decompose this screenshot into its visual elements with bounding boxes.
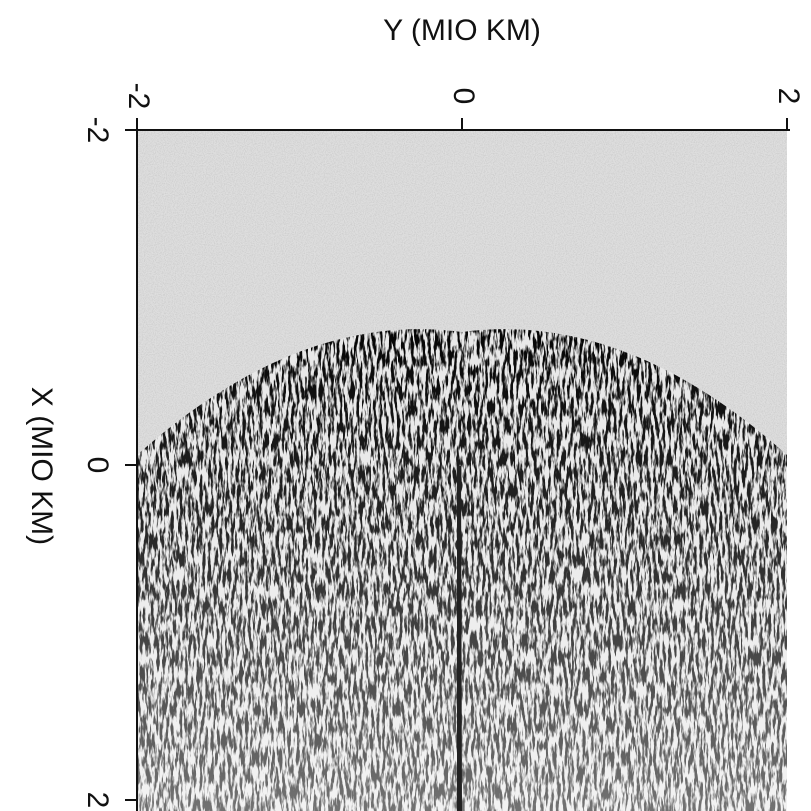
top-axis-title: Y (MIO KM) [383,14,541,47]
x-tick-label: -2 [122,83,155,110]
x-tick-label: 2 [772,88,805,105]
left-axis-title: X (MIO KM) [25,387,58,545]
x-tick-label: 0 [447,88,480,105]
y-tick-label: 2 [81,792,114,809]
image-plot [137,130,787,811]
center-streak [457,466,462,811]
y-tick-label: -2 [81,117,114,144]
y-tick-label: 0 [81,457,114,474]
dome-fade [137,329,787,811]
